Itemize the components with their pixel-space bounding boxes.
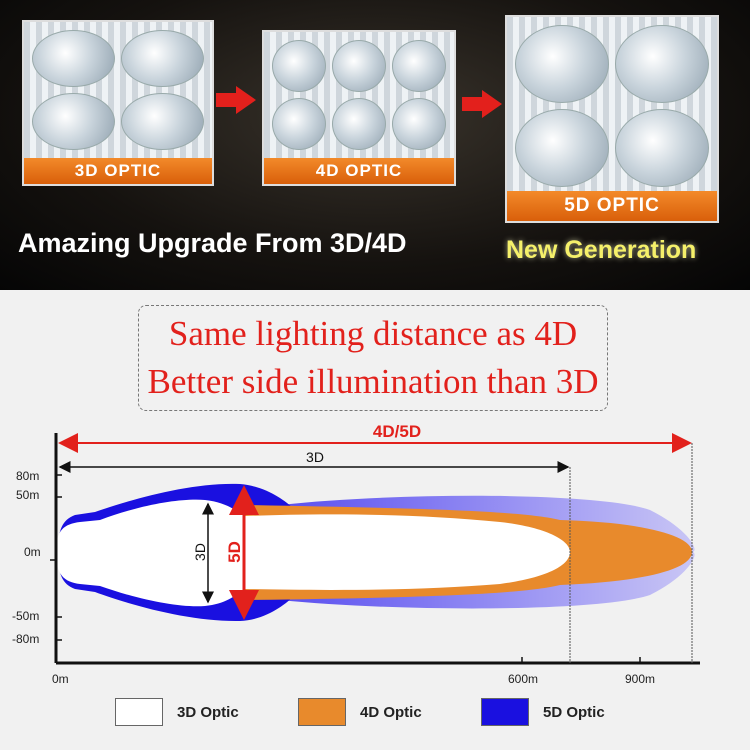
range-3d-label: 3D: [306, 449, 324, 465]
lens-cell: [332, 98, 386, 150]
arrow-right-icon: [216, 86, 256, 114]
callout-line-2: Better side illumination than 3D: [147, 362, 599, 401]
lens-cell: [615, 25, 709, 103]
product-banner: 3D OPTIC 4D OPTIC 5D OPTIC Amazing Upgra…: [0, 0, 750, 290]
beam-3d: [56, 499, 570, 607]
legend-label: 4D Optic: [360, 703, 422, 721]
lens-cell: [515, 25, 609, 103]
y-tick: -80m: [12, 632, 39, 646]
legend-4d: 4D Optic: [298, 698, 422, 726]
y-tick: -50m: [12, 609, 39, 623]
legend-swatch: [481, 698, 529, 726]
tagline: New Generation: [506, 236, 697, 264]
optic-label: 5D OPTIC: [507, 191, 717, 221]
legend-3d: 3D Optic: [115, 698, 239, 726]
led-cell: [121, 30, 204, 87]
legend-swatch: [115, 698, 163, 726]
x-tick: 600m: [508, 672, 538, 686]
callout-box: Same lighting distance as 4D Better side…: [138, 305, 608, 411]
lens-cell: [272, 40, 326, 92]
width-5d-label: 5D: [225, 541, 244, 563]
range-4d5d-label: 4D/5D: [373, 422, 421, 441]
led-cell: [32, 30, 115, 87]
legend-label: 5D Optic: [543, 703, 605, 721]
arrow-right-icon: [462, 90, 502, 118]
lens-cell: [272, 98, 326, 150]
lamp-3d-optic: 3D OPTIC: [22, 20, 214, 186]
y-tick: 0m: [24, 545, 41, 559]
legend-label: 3D Optic: [177, 703, 239, 721]
optic-label: 3D OPTIC: [24, 158, 212, 184]
lens-cell: [515, 109, 609, 187]
optic-label: 4D OPTIC: [264, 158, 454, 184]
lamp-5d-optic: 5D OPTIC: [505, 15, 719, 223]
width-3d-label: 3D: [192, 543, 208, 561]
lens-cell: [392, 40, 446, 92]
x-tick: 900m: [625, 672, 655, 686]
legend-swatch: [298, 698, 346, 726]
y-tick: 80m: [16, 469, 39, 483]
headline: Amazing Upgrade From 3D/4D: [18, 228, 407, 258]
lens-cell: [615, 109, 709, 187]
callout-line-1: Same lighting distance as 4D: [168, 314, 578, 353]
led-cell: [32, 93, 115, 150]
lens-cell: [392, 98, 446, 150]
x-tick: 0m: [52, 672, 69, 686]
legend-5d: 5D Optic: [481, 698, 605, 726]
y-tick: 50m: [16, 488, 39, 502]
lens-cell: [332, 40, 386, 92]
led-cell: [121, 93, 204, 150]
lamp-4d-optic: 4D OPTIC: [262, 30, 456, 186]
